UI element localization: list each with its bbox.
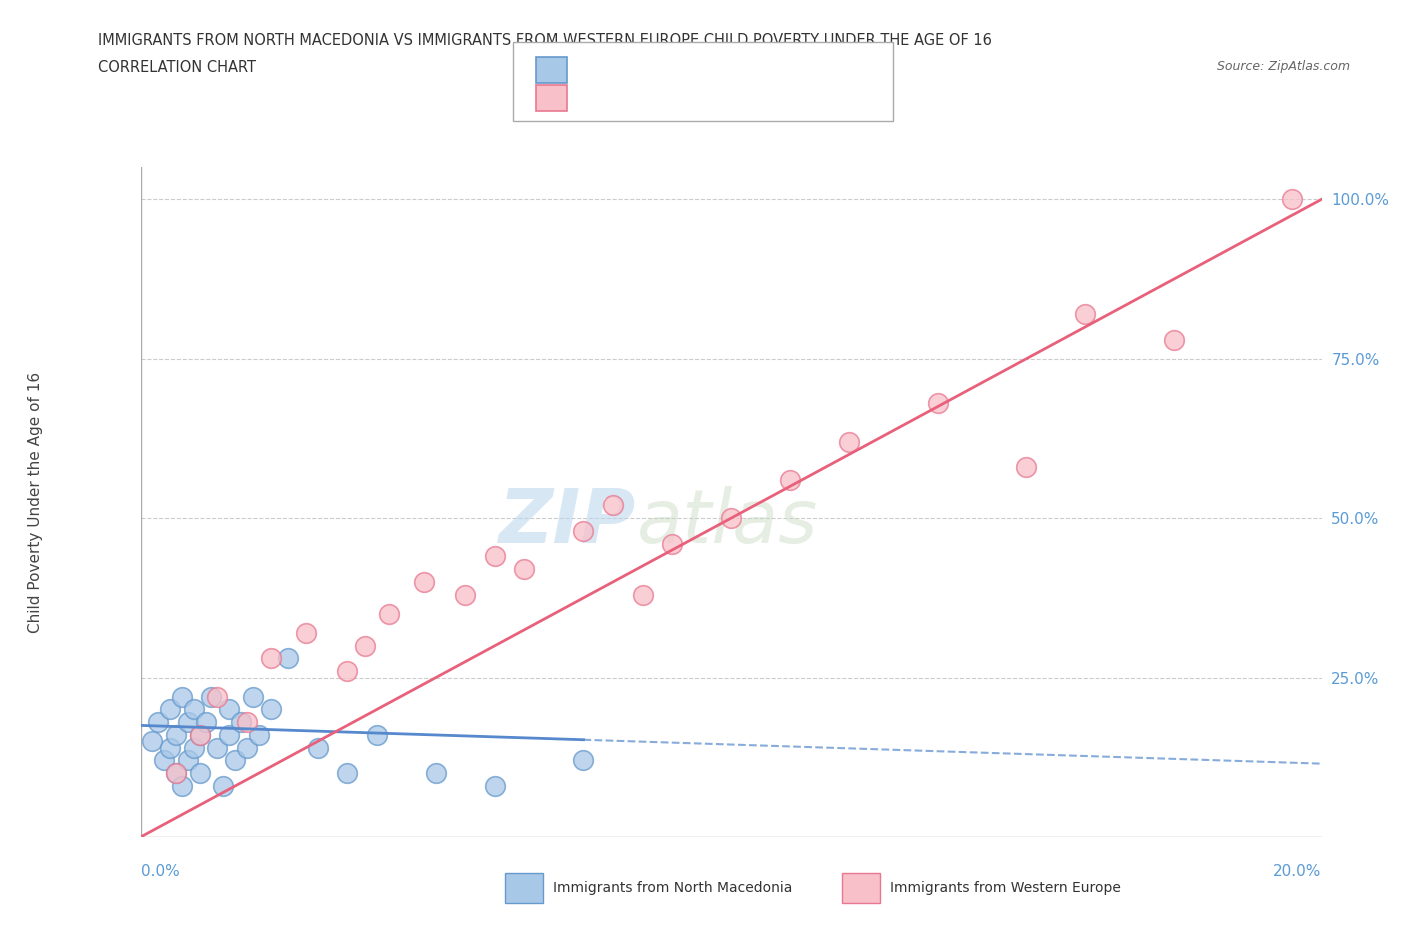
Point: [188, 727, 211, 742]
Text: Immigrants from Western Europe: Immigrants from Western Europe: [890, 881, 1121, 896]
Point: [165, 765, 187, 780]
Point: [838, 434, 860, 449]
Point: [194, 715, 217, 730]
Point: [602, 498, 624, 512]
Point: [336, 664, 359, 679]
Point: [148, 715, 170, 730]
Point: [188, 727, 211, 742]
Text: Source: ZipAtlas.com: Source: ZipAtlas.com: [1216, 60, 1350, 73]
Point: [224, 753, 246, 768]
Point: [170, 778, 193, 793]
Point: [1074, 307, 1097, 322]
Point: [165, 727, 187, 742]
Point: [513, 562, 536, 577]
Point: [366, 727, 388, 742]
Point: [153, 753, 176, 768]
Point: [218, 727, 240, 742]
Point: [183, 740, 205, 755]
Text: R = -0.082   N = 34: R = -0.082 N = 34: [576, 62, 727, 78]
Point: [177, 753, 200, 768]
Point: [259, 651, 281, 666]
Point: [377, 606, 399, 621]
Text: 20.0%: 20.0%: [1274, 864, 1322, 879]
Point: [207, 740, 229, 755]
Point: [454, 587, 477, 602]
Point: [336, 765, 359, 780]
Point: [212, 778, 235, 793]
Point: [484, 778, 506, 793]
Point: [242, 689, 264, 704]
Point: [354, 638, 377, 653]
Point: [229, 715, 252, 730]
Point: [159, 702, 181, 717]
Text: ZIP: ZIP: [499, 485, 637, 559]
Point: [188, 765, 211, 780]
Point: [277, 651, 299, 666]
Point: [177, 715, 200, 730]
Point: [631, 587, 654, 602]
Point: [259, 702, 281, 717]
Point: [295, 626, 318, 641]
Point: [425, 765, 447, 780]
Point: [661, 537, 683, 551]
Text: CORRELATION CHART: CORRELATION CHART: [98, 60, 256, 75]
Point: [236, 740, 259, 755]
Point: [165, 765, 187, 780]
Text: R =  0.842   N = 25: R = 0.842 N = 25: [576, 90, 725, 106]
Point: [141, 734, 163, 749]
Point: [1163, 332, 1185, 347]
Point: [183, 702, 205, 717]
Point: [236, 715, 259, 730]
Text: Child Poverty Under the Age of 16: Child Poverty Under the Age of 16: [28, 372, 42, 632]
Point: [170, 689, 193, 704]
Point: [720, 511, 742, 525]
Text: Immigrants from North Macedonia: Immigrants from North Macedonia: [553, 881, 792, 896]
Point: [307, 740, 329, 755]
Text: atlas: atlas: [637, 486, 818, 558]
Point: [1015, 459, 1038, 474]
Point: [484, 549, 506, 564]
Text: 0.0%: 0.0%: [141, 864, 180, 879]
Text: IMMIGRANTS FROM NORTH MACEDONIA VS IMMIGRANTS FROM WESTERN EUROPE CHILD POVERTY : IMMIGRANTS FROM NORTH MACEDONIA VS IMMIG…: [98, 33, 993, 47]
Point: [200, 689, 222, 704]
Point: [927, 396, 949, 411]
Point: [572, 524, 595, 538]
Point: [159, 740, 181, 755]
Point: [779, 472, 801, 487]
Point: [413, 575, 436, 590]
Point: [218, 702, 240, 717]
Point: [572, 753, 595, 768]
Point: [1281, 192, 1303, 206]
Point: [207, 689, 229, 704]
Point: [247, 727, 270, 742]
